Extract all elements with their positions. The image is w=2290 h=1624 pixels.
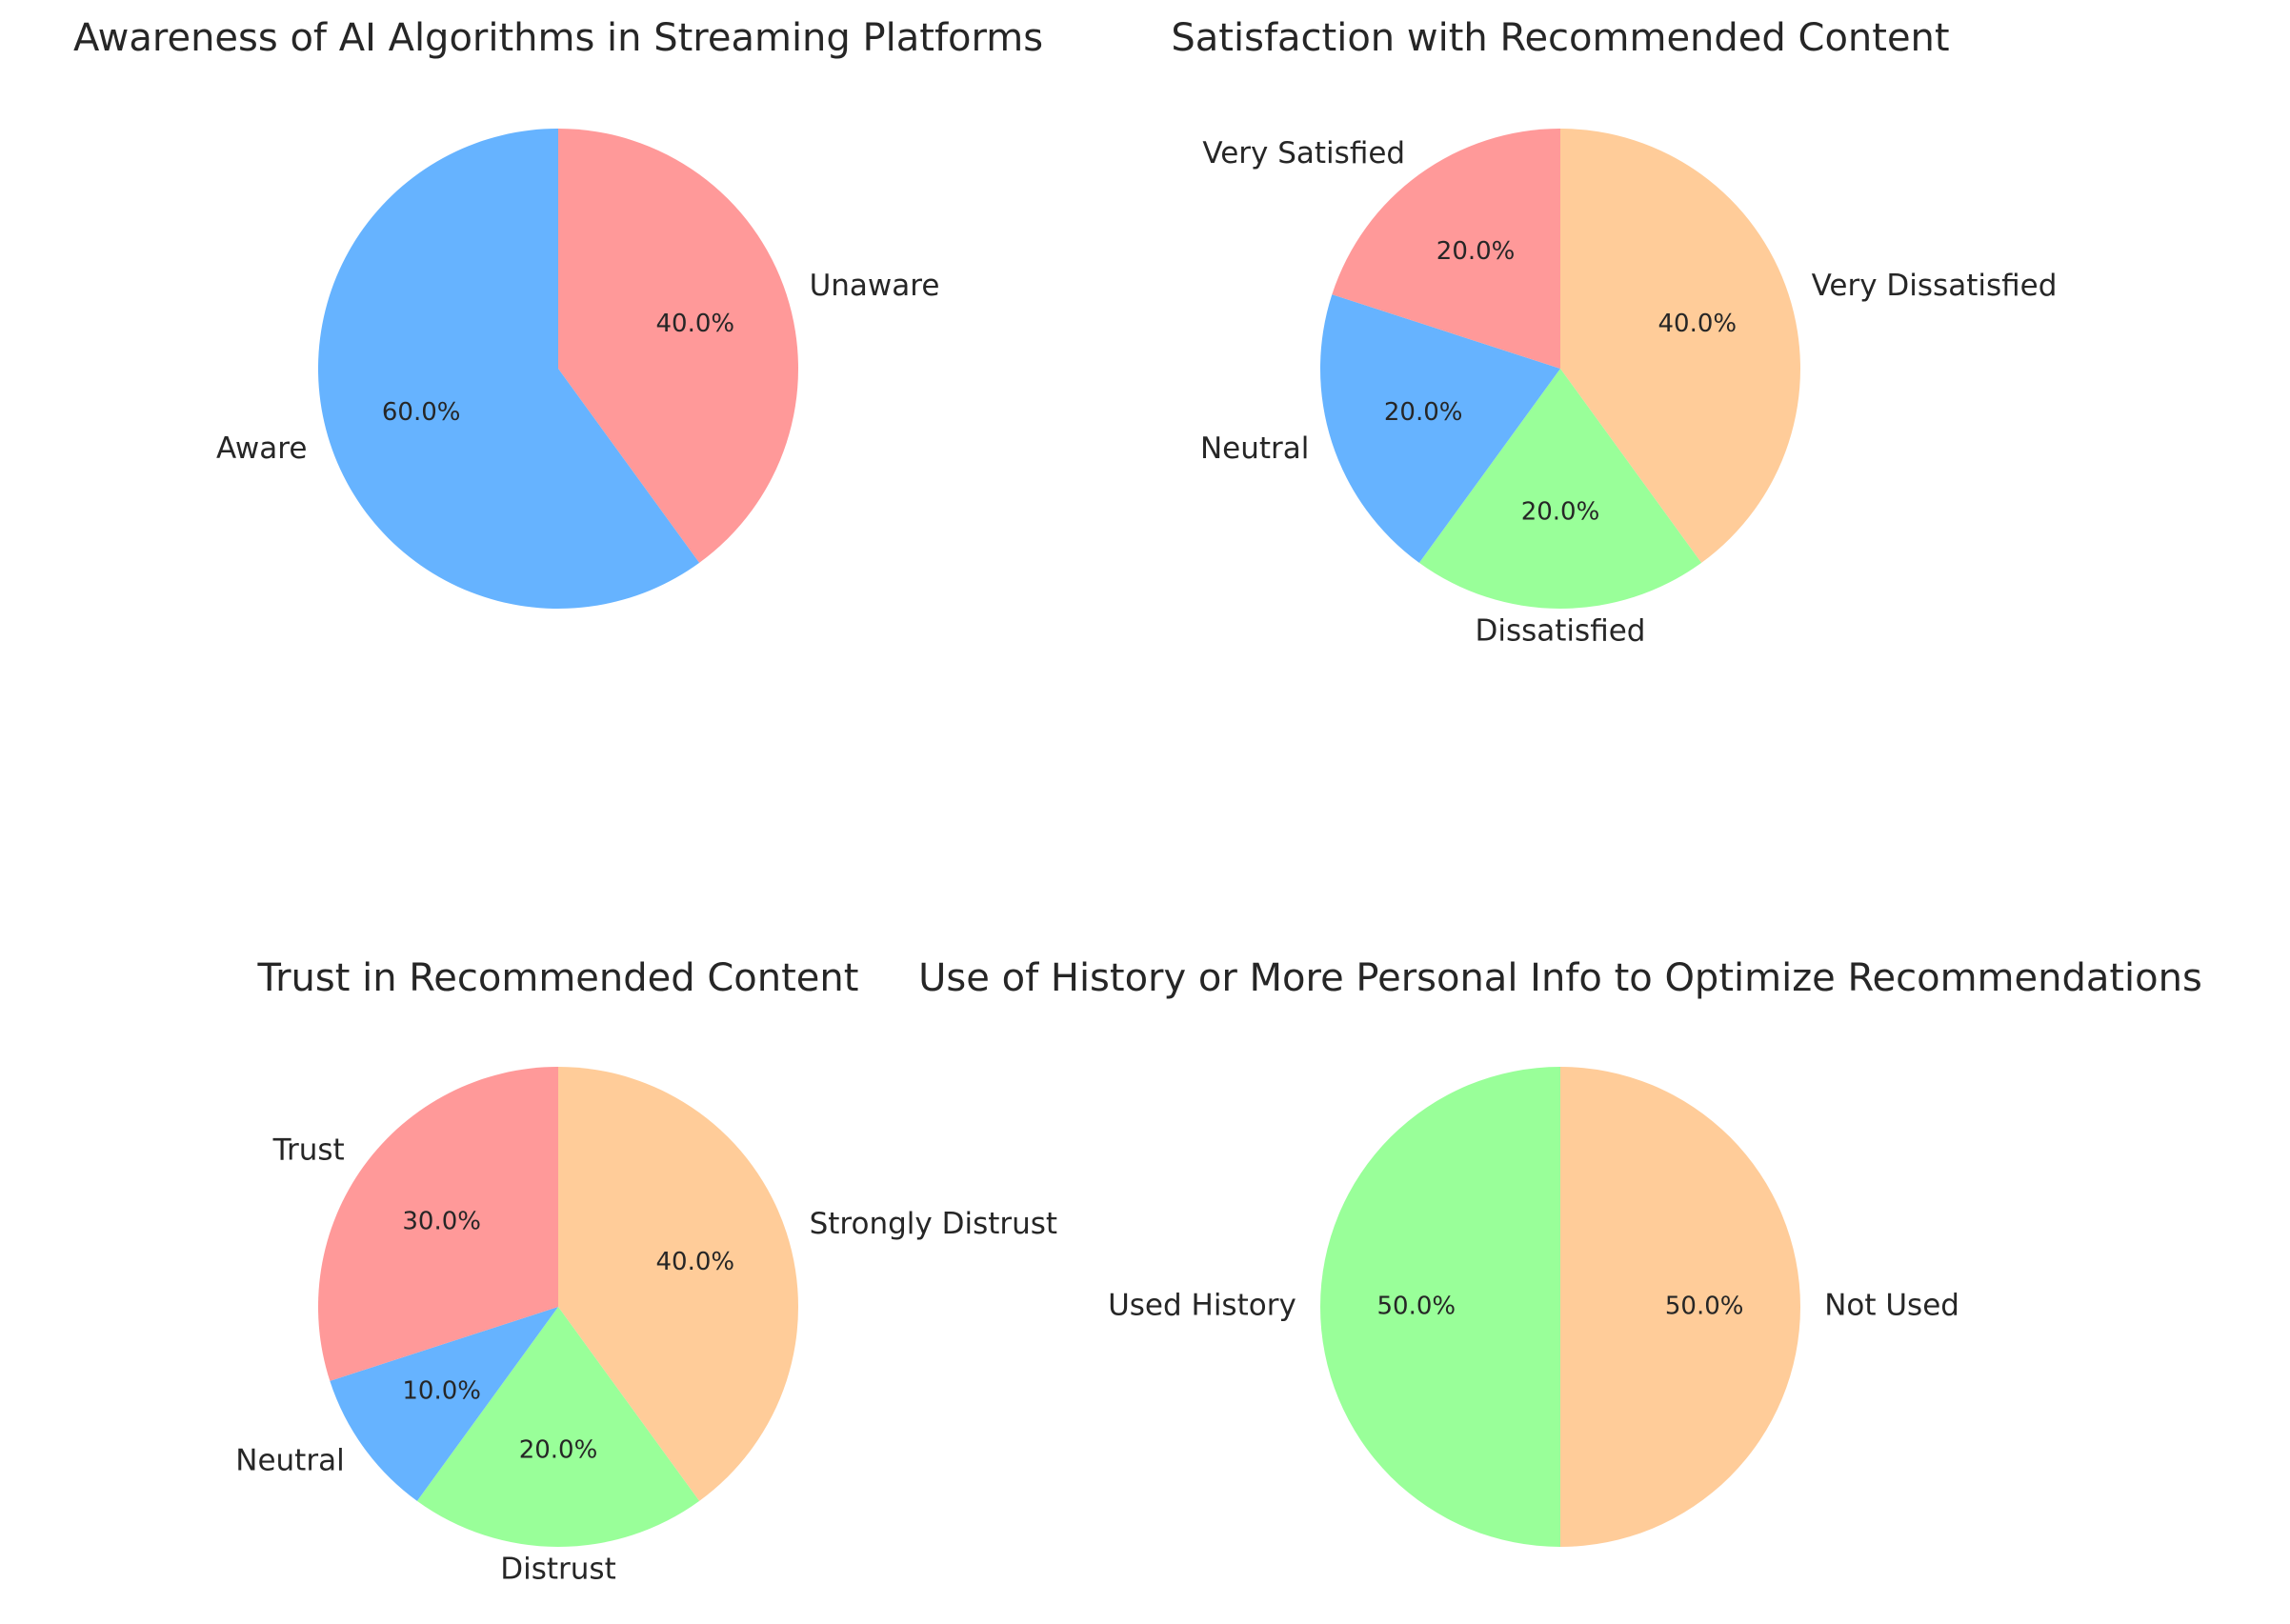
chart-title: Use of History or More Personal Info to … <box>918 956 2202 1000</box>
slice-percent-neutral: 20.0% <box>1384 398 1463 427</box>
slice-label-unaware: Unaware <box>810 269 940 303</box>
chart-title: Satisfaction with Recommended Content <box>1171 16 1949 60</box>
slice-label-dissatisfied: Dissatisfied <box>1476 614 1646 649</box>
slice-percent-trust: 30.0% <box>402 1208 481 1236</box>
slice-percent-very-satisfied: 20.0% <box>1436 237 1516 266</box>
slice-label-aware: Aware <box>216 431 307 466</box>
pie-slice-very-satisfied <box>1332 129 1560 369</box>
slice-label-neutral: Neutral <box>1200 431 1309 466</box>
pie-slice-very-dissatisfied <box>1560 129 1800 563</box>
labels: Unaware 40.0% Aware 60.0% <box>216 269 939 466</box>
slice-label-very-satisfied: Very Satisfied <box>1202 136 1405 170</box>
pie-slice-not-used <box>1560 1067 1800 1547</box>
labels: Very Dissatisfied 40.0% Dissatisfied 20.0% N… <box>1200 136 2057 649</box>
slice-label-neutral: Neutral <box>235 1443 344 1477</box>
pie-slice-aware <box>317 129 700 609</box>
slice-percent-strongly-distrust: 40.0% <box>655 1248 734 1276</box>
slice-percent-unaware: 40.0% <box>655 310 734 338</box>
pie-slice-used-history <box>1320 1067 1560 1547</box>
slice-label-very-dissatisfied: Very Dissatisfied <box>1812 269 2058 303</box>
slice-label-strongly-distrust: Strongly Distrust <box>810 1207 1058 1241</box>
slice-label-not-used: Not Used <box>1824 1289 1959 1323</box>
slice-percent-neutral: 10.0% <box>402 1376 481 1405</box>
slices <box>317 129 798 609</box>
slice-percent-aware: 60.0% <box>382 398 461 427</box>
slice-percent-not-used: 50.0% <box>1665 1293 1744 1321</box>
slice-percent-used-history: 50.0% <box>1376 1293 1456 1321</box>
slices <box>1319 129 1800 609</box>
chart-title: Trust in Recommended Content <box>257 956 859 1000</box>
slice-label-distrust: Distrust <box>500 1553 616 1587</box>
pie-chart-awareness: Awareness of AI Algorithms in Streaming … <box>73 16 1043 609</box>
pie-chart-trust: Trust in Recommended Content Strongly Di… <box>235 956 1057 1587</box>
labels: Not Used 50.0% Used History 50.0% <box>1108 1289 1959 1323</box>
pie-slice-neutral <box>330 1307 558 1501</box>
slice-percent-dissatisfied: 20.0% <box>1521 498 1600 527</box>
pie-slice-trust <box>317 1066 558 1381</box>
slice-percent-very-dissatisfied: 40.0% <box>1657 310 1737 338</box>
pie-slice-dissatisfied <box>1418 369 1702 609</box>
pie-slice-strongly-distrust <box>558 1067 798 1501</box>
slice-label-trust: Trust <box>272 1133 345 1168</box>
slices <box>317 1066 798 1547</box>
pie-slice-unaware <box>558 129 798 563</box>
pie-slice-neutral <box>1319 294 1560 563</box>
slice-percent-distrust: 20.0% <box>519 1436 598 1465</box>
chart-title: Awareness of AI Algorithms in Streaming … <box>73 16 1043 60</box>
pie-chart-satisfaction: Satisfaction with Recommended Content Ve… <box>1171 16 2057 649</box>
pie-chart-history-use: Use of History or More Personal Info to … <box>918 956 2202 1547</box>
slice-label-used-history: Used History <box>1108 1289 1296 1323</box>
labels: Strongly Distrust 40.0% Distrust 20.0% Neutr… <box>235 1133 1057 1587</box>
pie-slice-distrust <box>416 1307 700 1547</box>
slices <box>1320 1067 1800 1547</box>
